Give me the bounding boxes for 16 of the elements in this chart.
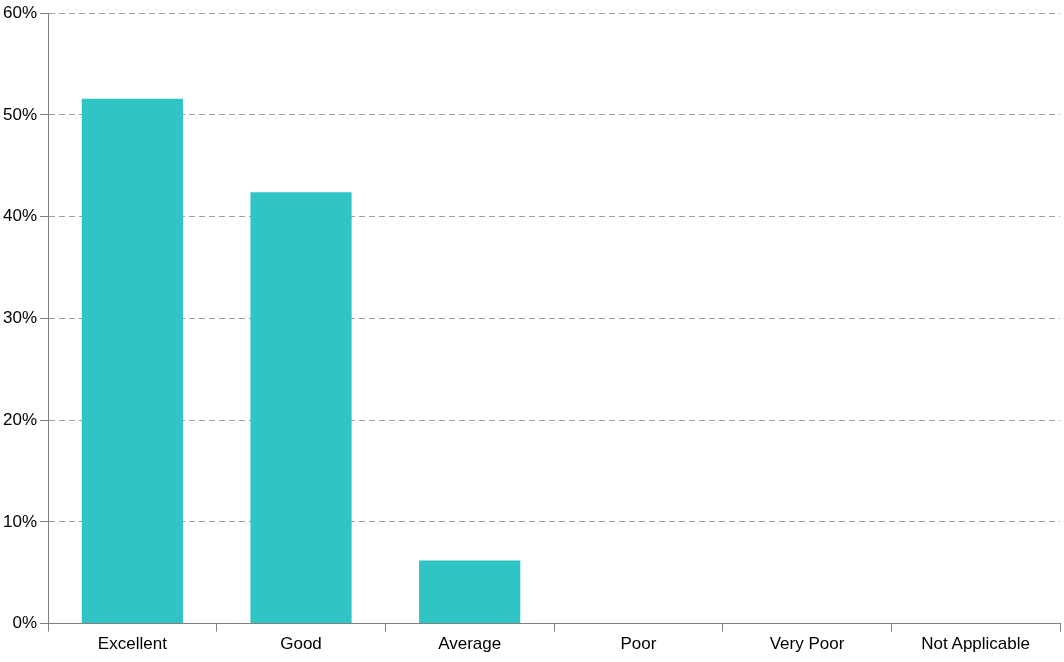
x-tick-label: Good bbox=[280, 634, 322, 654]
y-tick-label: 30% bbox=[2, 308, 38, 328]
x-tick-label: Poor bbox=[620, 634, 657, 654]
bar bbox=[250, 192, 352, 624]
y-tick-label: 40% bbox=[2, 206, 38, 226]
bar bbox=[81, 98, 183, 624]
y-tick-label: 60% bbox=[2, 2, 38, 22]
y-tick-label: 50% bbox=[2, 104, 38, 124]
bar bbox=[419, 560, 521, 624]
x-tick-label: Very Poor bbox=[769, 634, 845, 654]
x-tick-label: Not Applicable bbox=[921, 634, 1031, 654]
x-tick-label: Excellent bbox=[97, 634, 168, 654]
y-tick-label: 20% bbox=[2, 409, 38, 429]
y-tick-label: 10% bbox=[2, 511, 38, 531]
y-tick-label: 0% bbox=[12, 613, 38, 633]
x-tick-label: Average bbox=[438, 634, 502, 654]
